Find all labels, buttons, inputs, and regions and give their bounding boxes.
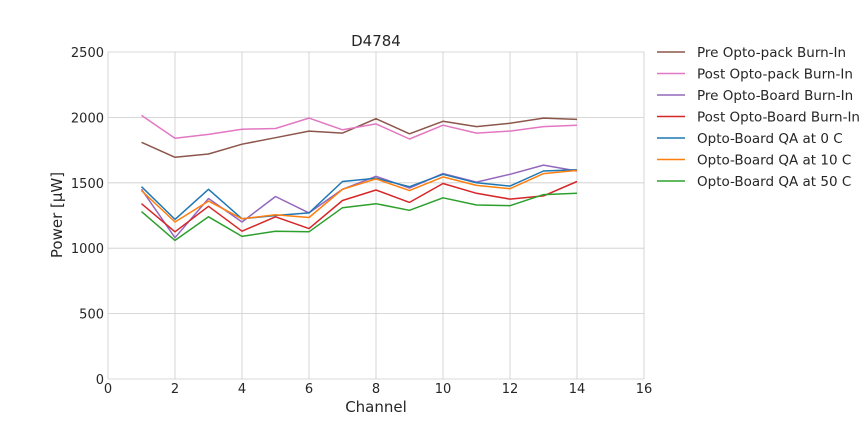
- series-line-opto-board-qa-at-50-c: [141, 192, 578, 242]
- y-tick-label: 1500: [71, 177, 104, 192]
- y-tick-label: 1000: [71, 242, 104, 257]
- legend-label: Pre Opto-pack Burn-In: [697, 45, 846, 61]
- legend-label: Post Opto-pack Burn-In: [697, 67, 853, 83]
- legend-label: Opto-Board QA at 50 C: [697, 174, 851, 190]
- x-tick-label: 16: [636, 382, 653, 397]
- x-tick-label: 12: [502, 382, 519, 397]
- legend-label: Opto-Board QA at 10 C: [697, 153, 851, 169]
- x-tick-label: 6: [305, 382, 313, 397]
- series-line-opto-board-qa-at-0-c: [140, 168, 578, 221]
- tick-labels: 0 2 4 6 8 10 12 14 16 0 500 1000 1500 2000 2500: [71, 46, 652, 397]
- x-tick-label: 14: [569, 382, 586, 397]
- chart-title: D4784: [351, 32, 401, 50]
- x-axis-label: Channel: [345, 398, 407, 416]
- series-line-pre-opto-board-burn-in: [140, 164, 578, 239]
- y-tick-label: 2500: [71, 46, 104, 61]
- legend-label: Post Opto-Board Burn-In: [697, 110, 860, 126]
- series-line-pre-opto-pack-burn-in: [141, 117, 578, 159]
- series-lines: [140, 114, 578, 242]
- series-line-post-opto-pack-burn-in: [141, 114, 578, 140]
- legend-label: Opto-Board QA at 0 C: [697, 131, 843, 147]
- y-tick-label: 500: [79, 308, 104, 323]
- x-tick-label: 10: [435, 382, 452, 397]
- legend-label: Pre Opto-Board Burn-In: [697, 88, 853, 104]
- legend: Pre Opto-pack Burn-In Post Opto-pack Burn…: [657, 45, 860, 190]
- y-axis-label: Power [μW]: [48, 172, 66, 258]
- series-line-opto-board-qa-at-10-c: [140, 169, 578, 223]
- x-tick-label: 4: [238, 382, 246, 397]
- x-tick-label: 8: [372, 382, 380, 397]
- y-tick-label: 2000: [71, 111, 104, 126]
- y-tick-label: 0: [96, 373, 104, 388]
- series-line-post-opto-board-burn-in: [141, 180, 578, 233]
- x-tick-label: 2: [171, 382, 179, 397]
- grid: [107, 51, 645, 380]
- x-tick-label: 0: [104, 382, 112, 397]
